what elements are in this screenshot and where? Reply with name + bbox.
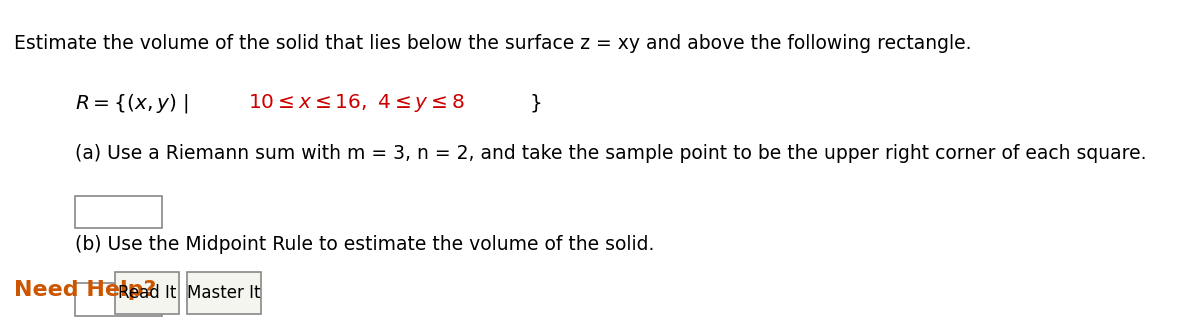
FancyBboxPatch shape	[76, 284, 162, 316]
Text: Master It: Master It	[187, 284, 260, 302]
Text: (a) Use a Riemann sum with m = 3, n = 2, and take the sample point to be the upp: (a) Use a Riemann sum with m = 3, n = 2,…	[76, 144, 1147, 163]
FancyBboxPatch shape	[187, 272, 260, 314]
FancyBboxPatch shape	[76, 196, 162, 228]
Text: Read It: Read It	[118, 284, 176, 302]
Text: $R = \{(x, y)\ |\ $: $R = \{(x, y)\ |\ $	[76, 92, 190, 115]
FancyBboxPatch shape	[115, 272, 179, 314]
Text: Need Help?: Need Help?	[14, 280, 156, 300]
Text: Estimate the volume of the solid that lies below the surface z = xy and above th: Estimate the volume of the solid that li…	[14, 34, 972, 53]
Text: $10 \leq x \leq 16,\ 4 \leq y \leq 8$: $10 \leq x \leq 16,\ 4 \leq y \leq 8$	[248, 92, 464, 114]
Text: $\}$: $\}$	[529, 92, 541, 114]
Text: (b) Use the Midpoint Rule to estimate the volume of the solid.: (b) Use the Midpoint Rule to estimate th…	[76, 235, 655, 254]
